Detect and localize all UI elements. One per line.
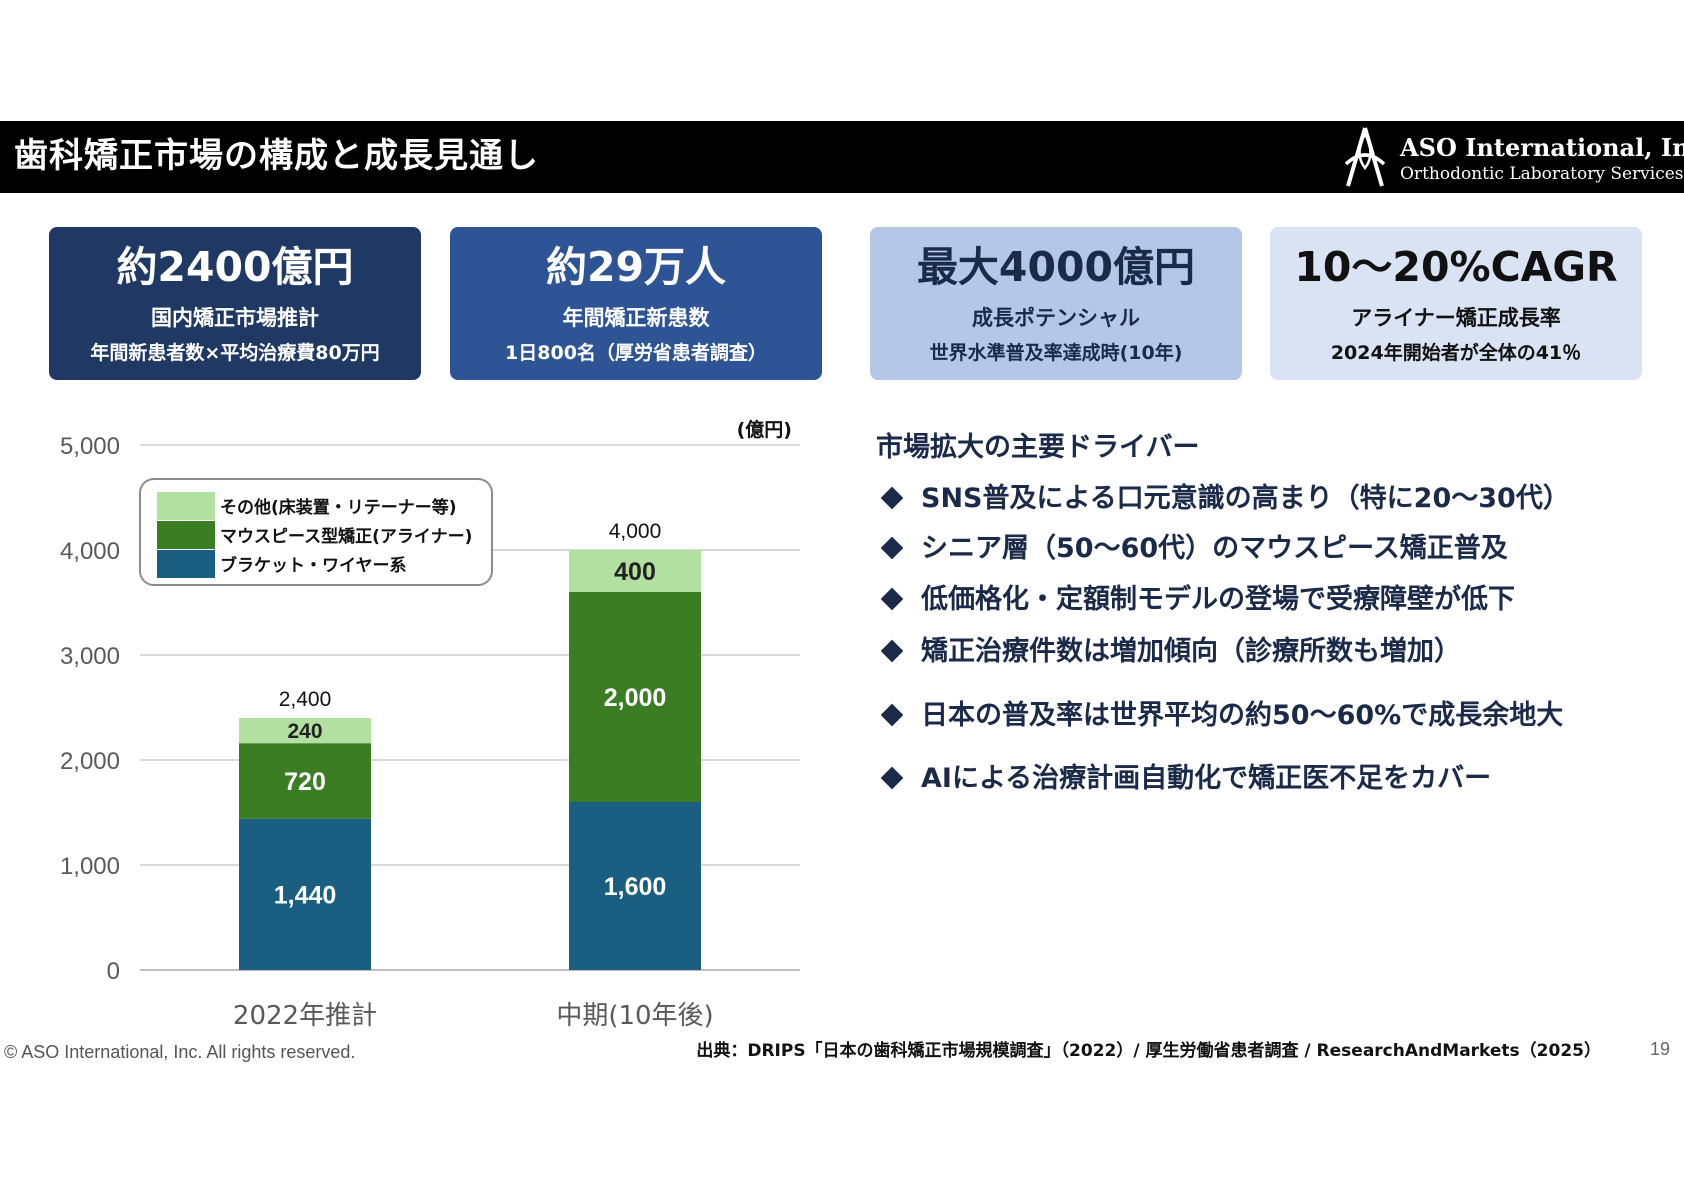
y-tick-label: 0 — [107, 958, 120, 985]
bar-value-label: 1,600 — [604, 873, 667, 901]
page-number: 19 — [1650, 1039, 1671, 1059]
kpi-card-aligner-cagr: 10～20%CAGR アライナー矯正成長率 2024年開始者が全体の41％ — [1270, 227, 1642, 380]
kpi-value: 約2400億円 — [116, 243, 354, 291]
kpi-note: 2024年開始者が全体の41％ — [1330, 342, 1582, 364]
brand-name: ASO International, Inc. — [1400, 133, 1684, 162]
diamond-bullet-icon — [881, 588, 903, 610]
driver-text: SNS普及による口元意識の高まり（特に20～30代） — [921, 483, 1570, 514]
driver-text: シニア層（50～60代）のマウスピース矯正普及 — [921, 533, 1508, 564]
kpi-label: 成長ポテンシャル — [972, 306, 1140, 330]
bar-value-label: 720 — [284, 768, 326, 796]
kpi-card-new-patients: 約29万人 年間矯正新患数 1日800名（厚労省患者調査） — [450, 227, 822, 380]
legend-label: マウスピース型矯正(アライナー) — [220, 526, 472, 547]
kpi-card-growth-potential: 最大4000億円 成長ポテンシャル 世界水準普及率達成時(10年) — [870, 227, 1242, 380]
diamond-bullet-icon — [881, 487, 903, 509]
kpi-label: 国内矯正市場推計 — [151, 306, 319, 330]
bar-value-label: 240 — [287, 720, 322, 743]
kpi-note: 世界水準普及率達成時(10年) — [929, 342, 1183, 364]
bar-segment — [239, 718, 371, 744]
y-tick-label: 5,000 — [60, 433, 120, 460]
kpi-card-market-size: 約2400億円 国内矯正市場推計 年間新患者数×平均治療費80万円 — [49, 227, 421, 380]
brand-subtitle: Orthodontic Laboratory Services — [1400, 164, 1684, 184]
driver-item: シニア層（50～60代）のマウスピース矯正普及 — [876, 531, 1508, 567]
bar-total-label: 2,400 — [279, 688, 332, 711]
driver-text: 低価格化・定額制モデルの登場で受療障壁が低下 — [921, 584, 1515, 615]
x-tick-label: 中期(10年後) — [556, 1001, 713, 1031]
bar-segment — [239, 743, 371, 819]
kpi-value: 約29万人 — [545, 243, 727, 291]
driver-item: 日本の普及率は世界平均の約50～60%で成長余地大 — [876, 698, 1563, 734]
page-title: 歯科矯正市場の構成と成長見通し — [14, 136, 539, 176]
legend-box — [139, 478, 493, 586]
legend-swatch — [157, 550, 215, 578]
diamond-bullet-icon — [881, 767, 903, 789]
driver-item: SNS普及による口元意識の高まり（特に20～30代） — [876, 481, 1570, 517]
driver-item: AIによる治療計画自動化で矯正医不足をカバー — [876, 761, 1491, 797]
legend-label: その他(床装置・リテーナー等) — [220, 497, 457, 518]
aso-logo-icon — [1344, 127, 1386, 187]
bar-segment — [569, 550, 701, 592]
copyright-text: © ASO International, Inc. All rights res… — [4, 1042, 356, 1062]
bar-value-label: 1,440 — [274, 881, 337, 909]
bar-segment — [569, 802, 701, 970]
kpi-value: 10～20%CAGR — [1294, 243, 1618, 291]
kpi-note: 年間新患者数×平均治療費80万円 — [90, 342, 380, 364]
kpi-note: 1日800名（厚労省患者調査） — [505, 342, 767, 364]
driver-text: 日本の普及率は世界平均の約50～60%で成長余地大 — [921, 700, 1564, 731]
bar-segment — [239, 818, 371, 970]
kpi-label: 年間矯正新患数 — [562, 306, 710, 330]
bar-value-label: 2,000 — [604, 684, 667, 712]
driver-text: AIによる治療計画自動化で矯正医不足をカバー — [921, 763, 1492, 794]
kpi-value: 最大4000億円 — [916, 243, 1196, 291]
driver-text: 矯正治療件数は増加傾向（診療所数も増加） — [921, 636, 1461, 667]
y-tick-label: 1,000 — [60, 853, 120, 880]
diamond-bullet-icon — [881, 704, 903, 726]
legend-swatch — [157, 492, 215, 520]
driver-item: 矯正治療件数は増加傾向（診療所数も増加） — [876, 634, 1461, 670]
diamond-bullet-icon — [881, 640, 903, 662]
bar-value-label: 400 — [614, 558, 656, 586]
source-citation: 出典：DRIPS「日本の歯科矯正市場規模調査」（2022）/ 厚生労働省患者調査… — [696, 1041, 1601, 1061]
driver-item: 低価格化・定額制モデルの登場で受療障壁が低下 — [876, 582, 1515, 618]
bar-total-label: 4,000 — [609, 520, 662, 543]
diamond-bullet-icon — [881, 537, 903, 559]
y-tick-label: 4,000 — [60, 538, 120, 565]
y-tick-label: 3,000 — [60, 643, 120, 670]
header-bar — [0, 121, 1684, 193]
unit-label: (億円) — [737, 418, 792, 441]
drivers-title: 市場拡大の主要ドライバー — [876, 432, 1200, 463]
kpi-label: アライナー矯正成長率 — [1351, 306, 1561, 330]
x-tick-label: 2022年推計 — [233, 1001, 377, 1031]
stacked-bar-chart: 0 1,000 2,000 3,000 4,000 5,000 (億円) 1,440 720 24… — [60, 418, 800, 1031]
y-tick-label: 2,000 — [60, 748, 120, 775]
bar-segment — [569, 592, 701, 802]
legend-swatch — [157, 521, 215, 549]
legend-label: ブラケット・ワイヤー系 — [220, 555, 407, 576]
